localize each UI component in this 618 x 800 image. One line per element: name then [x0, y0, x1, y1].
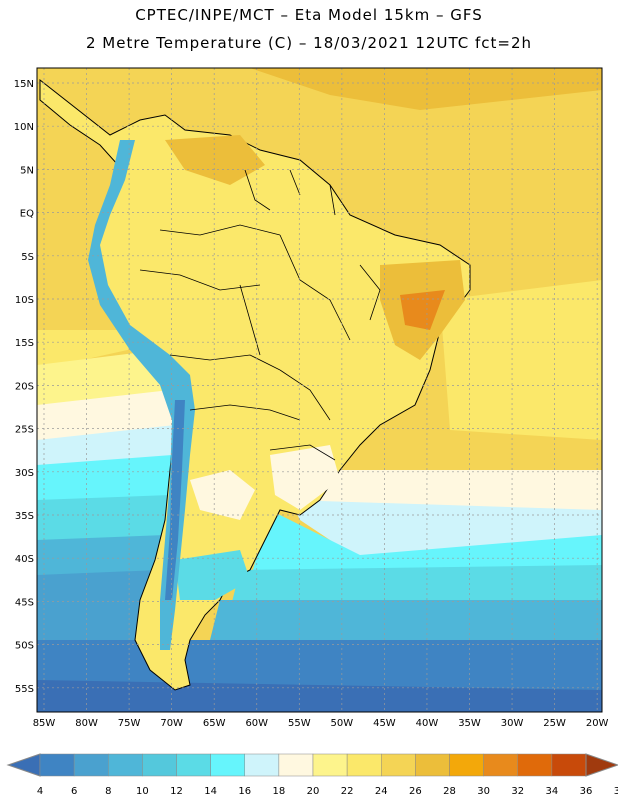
lon-label: 25W	[543, 718, 566, 729]
colorbar-cell	[517, 753, 553, 777]
colorbar-cell	[244, 753, 280, 777]
colorbar-tick-label: 24	[375, 786, 388, 797]
ocean-band-tropical	[37, 68, 602, 110]
lon-label: 80W	[75, 718, 98, 729]
colorbar-high-arrow	[585, 753, 618, 777]
colorbar-tick-label: 6	[71, 786, 77, 797]
lat-label: 50S	[15, 641, 34, 652]
colorbar-tick-label: 32	[511, 786, 524, 797]
lon-label: 35W	[458, 718, 481, 729]
atlantic-band-yellow	[440, 280, 602, 440]
longitude-labels: 85W 80W 75W 70W 65W 60W 55W 50W 45W 40W 35W 30W 25W 2…	[33, 718, 609, 729]
colorbar-cell	[483, 753, 518, 777]
colorbar-low-arrow	[6, 753, 41, 777]
colorbar-tick-label: 14	[204, 786, 217, 797]
lon-label: 50W	[331, 718, 354, 729]
colorbar-cell	[108, 753, 143, 777]
lat-label: EQ	[20, 209, 34, 220]
colorbar-cell	[312, 753, 348, 777]
andes-core	[165, 400, 185, 600]
colorbar-cell	[176, 753, 211, 777]
colorbar-cell	[73, 753, 109, 777]
colorbar-tick-label: 34	[546, 786, 559, 797]
colorbar-cell	[551, 753, 587, 777]
lon-label: 45W	[373, 718, 396, 729]
ocean-band-pacific-blue	[37, 535, 165, 580]
colorbar-cell	[278, 753, 314, 777]
lon-label: 70W	[160, 718, 183, 729]
lat-label: 30S	[15, 468, 34, 479]
lon-label: 65W	[203, 718, 226, 729]
lat-label: 15N	[14, 79, 34, 90]
lat-label: 20S	[15, 381, 34, 392]
colorbar-cell	[415, 753, 450, 777]
lat-label: 5N	[20, 165, 34, 176]
mild-patch-uruguay	[270, 445, 340, 510]
map-subtitle: 2 Metre Temperature (C) – 18/03/2021 12U…	[85, 34, 533, 52]
country-borders	[139, 169, 381, 461]
colorbar-tick-label: 12	[170, 786, 183, 797]
colorbar-tick-label: 18	[273, 786, 286, 797]
ocean-band-pacific-teal	[37, 495, 170, 545]
lat-label: 25S	[15, 425, 34, 436]
colorbar-tick-label: 26	[409, 786, 422, 797]
lon-label: 20W	[586, 718, 609, 729]
colorbar-cell	[449, 753, 484, 777]
cool-patch-patagonia	[175, 550, 250, 600]
colorbar-tick-label: 38	[614, 786, 618, 797]
atlantic-band-teal	[230, 565, 602, 610]
colorbar-cell	[210, 753, 245, 777]
lat-label: 10S	[15, 295, 34, 306]
lon-label: 85W	[33, 718, 56, 729]
colorbar-tick-label: 8	[105, 786, 111, 797]
lat-label: 35S	[15, 511, 34, 522]
lon-label: 55W	[288, 718, 311, 729]
lon-label: 60W	[245, 718, 268, 729]
atlantic-band-blue	[210, 600, 602, 640]
ocean-band-pacific-yellow	[37, 330, 150, 370]
andes-cold-strip	[88, 140, 195, 650]
colorbar: 4 6 8 10 12 14 16 18 20 22 24 26 28 30 32 34 36 38	[6, 753, 618, 797]
colorbar-tick-label: 36	[580, 786, 593, 797]
lat-label: 55S	[15, 684, 34, 695]
atlantic-band-cyan	[250, 510, 602, 580]
colorbar-tick-label: 4	[37, 786, 43, 797]
lon-label: 75W	[118, 718, 141, 729]
mild-patch-argentina	[190, 470, 255, 520]
lat-label: 45S	[15, 597, 34, 608]
colorbar-cell	[142, 753, 177, 777]
colorbar-cell	[39, 753, 75, 777]
lon-label: 40W	[416, 718, 439, 729]
warm-patch-venezuela	[165, 135, 265, 185]
lon-label: 30W	[501, 718, 524, 729]
colorbar-tick-label: 16	[238, 786, 251, 797]
ocean-band-pacific-cyan	[37, 455, 172, 505]
colorbar-tick-label: 30	[477, 786, 490, 797]
lat-label: 5S	[21, 252, 34, 263]
lat-label: 10N	[14, 122, 34, 133]
map-title: CPTEC/INPE/MCT – Eta Model 15km – GFS	[135, 6, 483, 24]
colorbar-tick-label: 22	[341, 786, 354, 797]
map-field	[37, 68, 602, 712]
colorbar-tick-label: 10	[136, 786, 149, 797]
latitude-labels: 15N 10N 5N EQ 5S 10S 15S 20S 25S 30S 35S 40S 45S 50S 5…	[14, 79, 34, 695]
map-frame	[36, 67, 603, 713]
colorbar-cell	[381, 753, 416, 777]
lat-label: 40S	[15, 554, 34, 565]
lat-label: 15S	[15, 338, 34, 349]
colorbar-cell	[346, 753, 382, 777]
colorbar-tick-label: 28	[443, 786, 456, 797]
lat-lon-grid	[37, 68, 602, 712]
colorbar-tick-label: 20	[307, 786, 320, 797]
hot-patch-northeast-brazil	[400, 290, 445, 330]
